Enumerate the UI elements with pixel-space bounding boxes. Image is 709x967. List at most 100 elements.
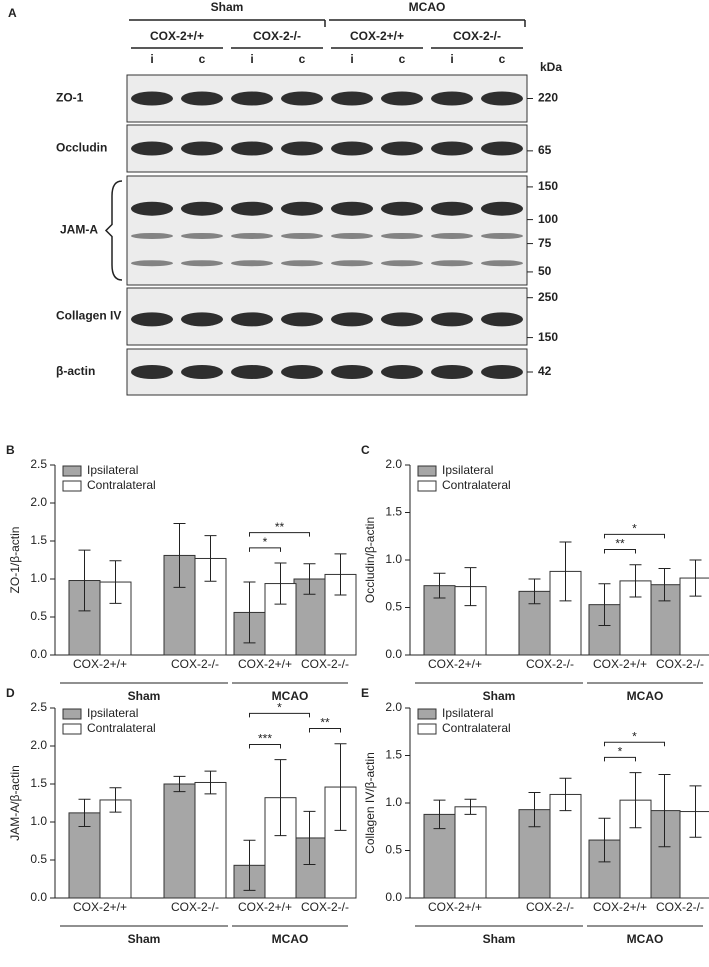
marker-label: 50 <box>538 264 552 278</box>
legend-label: Contralateral <box>442 478 511 492</box>
blot-band <box>331 141 373 156</box>
blot-band <box>331 201 373 216</box>
blot-band <box>181 91 223 106</box>
lane-label: i <box>350 52 353 66</box>
x-tick-label: COX-2-/- <box>526 657 574 671</box>
legend-swatch <box>417 708 437 720</box>
blot-band <box>481 141 523 156</box>
genotype-label: COX-2-/- <box>253 29 301 43</box>
significance-bracket <box>604 756 636 762</box>
significance-label: * <box>277 700 282 714</box>
y-tick-label: 2.0 <box>30 495 47 509</box>
legend-swatch <box>62 723 82 735</box>
genotype-label: COX-2+/+ <box>150 29 204 43</box>
significance-label: ** <box>275 520 285 534</box>
row-brace <box>104 180 123 281</box>
error-bar <box>204 770 217 795</box>
blot-band <box>131 312 173 327</box>
bar <box>423 813 456 899</box>
lane-label: c <box>399 52 406 66</box>
x-tick-label: COX-2+/+ <box>238 657 292 671</box>
significance-label: * <box>632 729 637 743</box>
blot-band <box>331 365 373 379</box>
legend-label: Ipsilateral <box>87 706 138 720</box>
x-tick-label: COX-2+/+ <box>73 657 127 671</box>
blot-band <box>281 365 323 379</box>
error-bar <box>559 541 572 602</box>
blot-band <box>481 201 523 216</box>
y-tick-label: 0.0 <box>385 890 402 904</box>
error-bar <box>629 564 642 598</box>
y-tick-label: 2.0 <box>385 457 402 471</box>
marker-label: 75 <box>538 236 552 250</box>
y-tick-label: 0.0 <box>30 647 47 661</box>
blot-band <box>381 91 423 106</box>
blot-band <box>481 365 523 379</box>
lane-label: c <box>499 52 506 66</box>
error-bar <box>274 759 287 837</box>
blot-band <box>231 141 273 156</box>
x-tick-label: COX-2+/+ <box>73 900 127 914</box>
blot-band <box>131 91 173 106</box>
blot-band <box>431 141 473 156</box>
row-label: JAM-A <box>60 223 98 237</box>
blot-band <box>281 232 323 239</box>
significance-label: *** <box>258 732 272 746</box>
y-tick-label: 0.5 <box>30 852 47 866</box>
legend-swatch <box>62 480 82 492</box>
y-tick-label: 1.0 <box>30 571 47 585</box>
y-tick-label: 0.0 <box>30 890 47 904</box>
error-bar <box>629 772 642 829</box>
panel-letter: B <box>6 443 15 457</box>
legend-label: Contralateral <box>442 721 511 735</box>
blot-band <box>131 365 173 379</box>
x-tick-label: COX-2-/- <box>171 657 219 671</box>
blot-strip <box>126 175 528 286</box>
genotype-label: COX-2+/+ <box>350 29 404 43</box>
bar <box>679 811 709 899</box>
blot-band <box>331 232 373 239</box>
marker-label: 220 <box>538 91 558 105</box>
bar <box>679 577 709 656</box>
marker-label: 150 <box>538 179 558 193</box>
significance-bracket <box>249 532 310 537</box>
legend-label: Contralateral <box>87 721 156 735</box>
error-bar <box>464 567 477 607</box>
blot-band <box>181 260 223 267</box>
lane-label: c <box>299 52 306 66</box>
blot-band <box>481 232 523 239</box>
blot-band <box>381 201 423 216</box>
error-bar <box>243 839 256 891</box>
y-tick-label: 0.0 <box>385 647 402 661</box>
error-bar <box>689 559 702 597</box>
group-label: MCAO <box>627 689 664 703</box>
y-tick-label: 1.5 <box>30 533 47 547</box>
y-axis-label: Occludin/β-actin <box>363 517 377 603</box>
lane-label: c <box>199 52 206 66</box>
blot-band <box>281 312 323 327</box>
error-bar <box>303 810 316 866</box>
error-bar <box>598 817 611 863</box>
group-label: Sham <box>211 0 244 14</box>
marker-label: 42 <box>538 364 552 378</box>
blot-band <box>431 232 473 239</box>
row-label: Collagen IV <box>56 309 121 323</box>
blot-band <box>181 365 223 379</box>
significance-bracket <box>604 533 665 539</box>
row-label: β-actin <box>56 364 95 378</box>
error-bar <box>464 798 477 815</box>
blot-band <box>431 260 473 267</box>
y-tick-label: 1.0 <box>30 814 47 828</box>
group-label: MCAO <box>627 932 664 946</box>
blot-band <box>281 260 323 267</box>
error-bar <box>78 798 91 828</box>
group-label: MCAO <box>272 689 309 703</box>
x-tick-label: COX-2-/- <box>301 900 349 914</box>
row-label: Occludin <box>56 141 107 155</box>
bar <box>99 799 132 899</box>
blot-band <box>231 312 273 327</box>
blot-band <box>181 232 223 239</box>
blot-band <box>281 201 323 216</box>
bar <box>549 793 582 899</box>
